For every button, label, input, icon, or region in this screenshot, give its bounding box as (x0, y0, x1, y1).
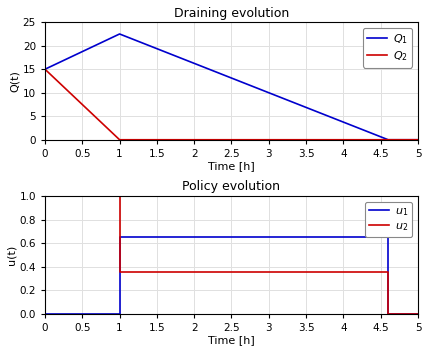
$u_2$ (386, 270, 391, 275)
$Q_2$ (117, 138, 122, 142)
Legend: $Q_1$, $Q_2$: $Q_1$, $Q_2$ (363, 28, 413, 68)
Legend: $u_1$, $u_2$: $u_1$, $u_2$ (365, 202, 413, 237)
Title: Draining evolution: Draining evolution (174, 7, 289, 20)
$u_1$ (386, 235, 391, 239)
$u_2$ (42, 194, 48, 198)
$Q_2$ (117, 138, 122, 142)
$u_2$ (117, 194, 122, 198)
$u_1$ (117, 312, 122, 316)
$u_1$ (386, 312, 391, 316)
Title: Policy evolution: Policy evolution (182, 181, 280, 194)
$u_1$ (42, 312, 48, 316)
$Q_1$ (386, 138, 391, 142)
$u_1$ (416, 312, 421, 316)
X-axis label: Time [h]: Time [h] (208, 335, 255, 345)
X-axis label: Time [h]: Time [h] (208, 162, 255, 171)
$Q_1$ (416, 138, 421, 142)
Line: $u_2$: $u_2$ (45, 196, 418, 314)
Y-axis label: Q(t): Q(t) (10, 70, 20, 92)
$Q_2$ (42, 67, 48, 71)
Line: $Q_1$: $Q_1$ (45, 34, 418, 140)
$u_2$ (117, 270, 122, 275)
Line: $u_1$: $u_1$ (45, 237, 418, 314)
$Q_1$ (42, 67, 48, 71)
$u_1$ (117, 235, 122, 239)
$Q_2$ (416, 138, 421, 142)
Line: $Q_2$: $Q_2$ (45, 69, 418, 140)
$u_2$ (416, 312, 421, 316)
$Q_1$ (117, 32, 122, 36)
Y-axis label: u(t): u(t) (7, 245, 17, 265)
$u_2$ (386, 312, 391, 316)
